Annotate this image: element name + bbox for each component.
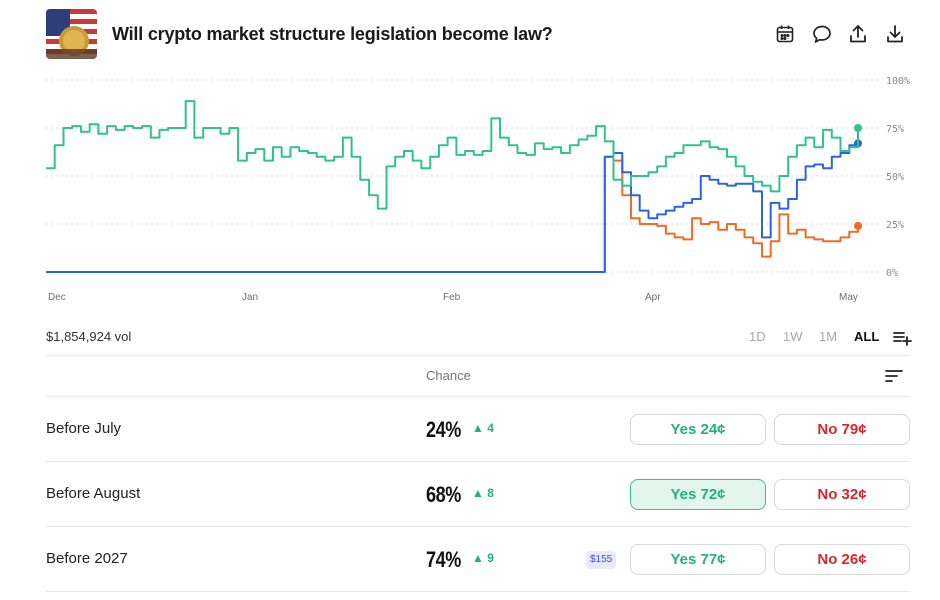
y-tick-label: 25%	[886, 220, 904, 231]
price-chart[interactable]: 100% 75% 50% 25% 0% Dec Jan Feb Apr May	[0, 64, 940, 314]
x-tick-label: May	[839, 292, 858, 303]
range-1w[interactable]: 1W	[783, 329, 803, 344]
market-thumbnail	[46, 9, 97, 59]
buy-no-button[interactable]: No 26¢	[774, 544, 910, 575]
series-end-dot	[854, 221, 862, 230]
market-title: Will crypto market structure legislation…	[112, 24, 553, 44]
outcome-chance: 74%	[426, 547, 461, 572]
volume-label: $1,854,924 vol	[46, 329, 132, 344]
outcome-label: Before July	[46, 420, 122, 437]
series-line	[46, 155, 859, 273]
series-end-dot	[854, 124, 862, 132]
y-tick-label: 0%	[886, 268, 898, 279]
range-1d[interactable]: 1D	[749, 329, 766, 344]
x-tick-label: Apr	[645, 292, 661, 303]
market-header: Will crypto market structure legislation…	[46, 9, 910, 61]
y-tick-label: 100%	[886, 76, 910, 87]
outcome-chance: 24%	[426, 417, 461, 442]
range-1m[interactable]: 1M	[819, 329, 838, 344]
divider	[46, 355, 910, 356]
range-all[interactable]: ALL	[854, 329, 880, 344]
x-tick-label: Jan	[242, 292, 258, 303]
divider	[46, 461, 910, 462]
buy-no-button[interactable]: No 32¢	[774, 479, 910, 510]
chance-column-header: Chance	[426, 368, 471, 383]
download-icon[interactable]	[884, 23, 906, 45]
position-badge[interactable]: $155	[586, 551, 617, 569]
buy-no-button[interactable]: No 79¢	[774, 414, 910, 445]
outcome-chance: 68%	[426, 482, 461, 507]
chart-svg[interactable]: 100% 75% 50% 25% 0% Dec Jan Feb Apr May	[0, 64, 940, 314]
buy-yes-button[interactable]: Yes 77¢	[630, 544, 766, 575]
outcome-row-before-august[interactable]: Before August 68% ▲ 8 Yes 72¢ No 32¢	[46, 462, 910, 526]
buy-yes-button[interactable]: Yes 72¢	[630, 479, 766, 510]
series-line	[46, 143, 859, 273]
buy-yes-button[interactable]: Yes 24¢	[630, 414, 766, 445]
volume-row: $1,854,924 vol 1D 1W 1M ALL	[46, 327, 912, 347]
outcome-change: ▲ 9	[472, 551, 494, 565]
y-tick-label: 75%	[886, 124, 904, 135]
calendar-icon[interactable]	[774, 23, 796, 45]
outcome-row-before-july[interactable]: Before July 24% ▲ 4 Yes 24¢ No 79¢	[46, 397, 910, 461]
comment-icon[interactable]	[811, 23, 833, 45]
divider	[46, 526, 910, 527]
divider	[46, 396, 910, 397]
outcome-change: ▲ 8	[472, 486, 494, 500]
y-tick-label: 50%	[886, 172, 904, 183]
outcome-label: Before 2027	[46, 550, 128, 567]
x-tick-label: Dec	[48, 292, 66, 303]
series-line	[46, 100, 859, 210]
share-icon[interactable]	[847, 23, 869, 45]
outcome-change: ▲ 4	[472, 421, 494, 435]
outcome-row-before-2027[interactable]: Before 2027 74% ▲ 9 $155 Yes 77¢ No 26¢	[46, 527, 910, 591]
sort-icon[interactable]	[885, 368, 903, 384]
x-tick-label: Feb	[443, 292, 461, 303]
outcome-label: Before August	[46, 485, 141, 502]
add-to-list-icon[interactable]	[892, 327, 912, 347]
divider	[46, 591, 910, 592]
